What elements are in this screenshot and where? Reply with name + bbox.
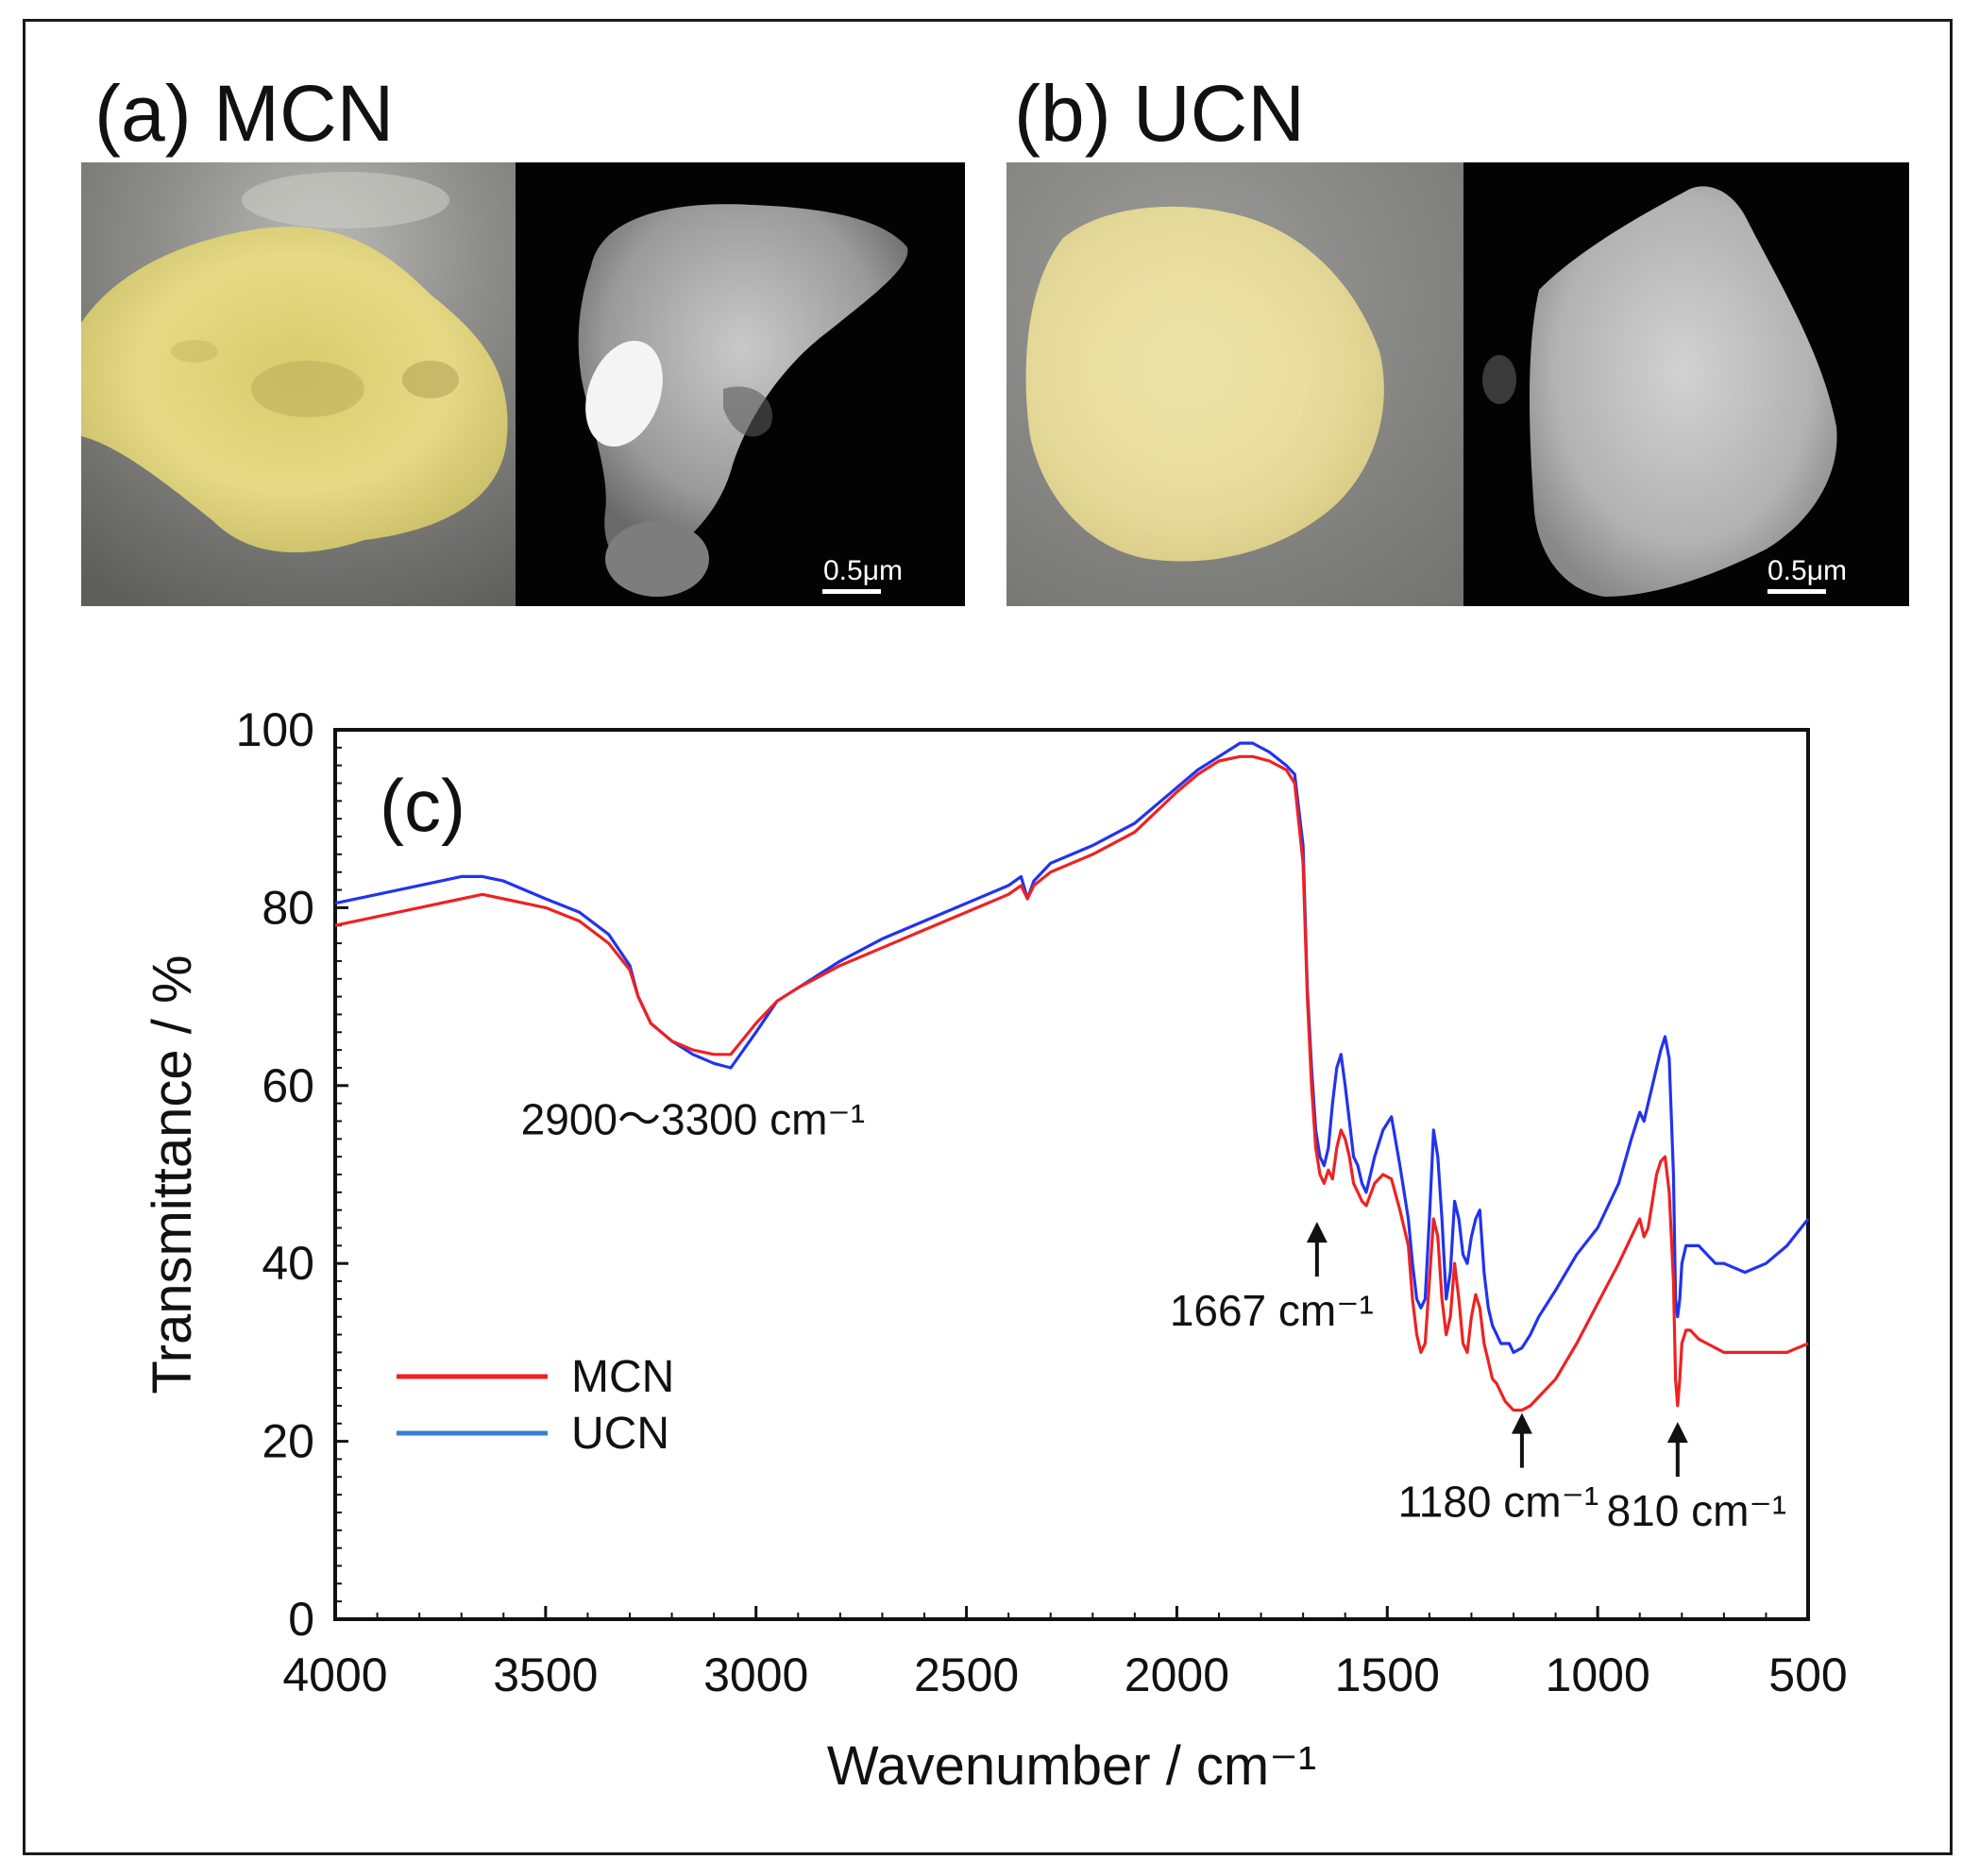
- scale-bar-label: 0.5μm: [823, 555, 903, 586]
- x-tick-label: 3500: [493, 1648, 598, 1701]
- series-line-ucn: [334, 741, 1810, 1355]
- annotation-label: 810 cm⁻¹: [1607, 1486, 1786, 1535]
- annotation-label: 1667 cm⁻¹: [1170, 1286, 1374, 1335]
- y-axis-title: Transmittance / %: [142, 955, 203, 1394]
- annotation-arrow: [1666, 1422, 1688, 1478]
- annotation-arrow: [1511, 1412, 1532, 1468]
- x-tick-label: 1000: [1546, 1648, 1650, 1701]
- series-line-mcn: [334, 754, 1809, 1412]
- annotation-label: 2900～3300 cm⁻¹: [521, 1095, 865, 1144]
- x-tick-label: 1500: [1335, 1648, 1440, 1701]
- mcn-sem-image: 0.5μm: [516, 162, 965, 606]
- legend: MCN UCN: [397, 1352, 674, 1459]
- ucn-powder-photo: [1006, 162, 1463, 606]
- legend-ucn-label: UCN: [571, 1409, 669, 1459]
- legend-mcn-label: MCN: [571, 1352, 674, 1402]
- y-tick-label: 100: [236, 703, 314, 756]
- panel-b-label: (b) UCN: [1014, 69, 1305, 158]
- x-tick-label: 2000: [1125, 1648, 1229, 1701]
- scale-bar-label: 0.5μm: [1768, 555, 1847, 586]
- annotation-arrow: [1306, 1222, 1328, 1277]
- x-tick-label: 4000: [282, 1648, 387, 1701]
- y-tick-label: 0: [288, 1593, 314, 1646]
- ucn-sem-image: 0.5μm: [1463, 162, 1909, 606]
- scale-bar: [1768, 589, 1826, 594]
- panel-a-label: (a) MCN: [94, 69, 395, 158]
- annotation-label: 1180 cm⁻¹: [1398, 1478, 1599, 1527]
- x-axis-title: Wavenumber / cm⁻¹: [827, 1735, 1316, 1797]
- mcn-powder-photo: [81, 162, 516, 606]
- x-tick-label: 2500: [914, 1648, 1019, 1701]
- y-tick-label: 60: [262, 1059, 314, 1112]
- y-tick-label: 20: [262, 1415, 314, 1468]
- y-tick-label: 80: [262, 881, 314, 934]
- figure-frame: [23, 19, 1953, 1855]
- x-tick-label: 500: [1768, 1648, 1847, 1701]
- scale-bar: [822, 589, 881, 594]
- y-tick-label: 40: [262, 1237, 314, 1290]
- x-tick-label: 3000: [703, 1648, 808, 1701]
- panel-c-label: (c): [380, 764, 465, 847]
